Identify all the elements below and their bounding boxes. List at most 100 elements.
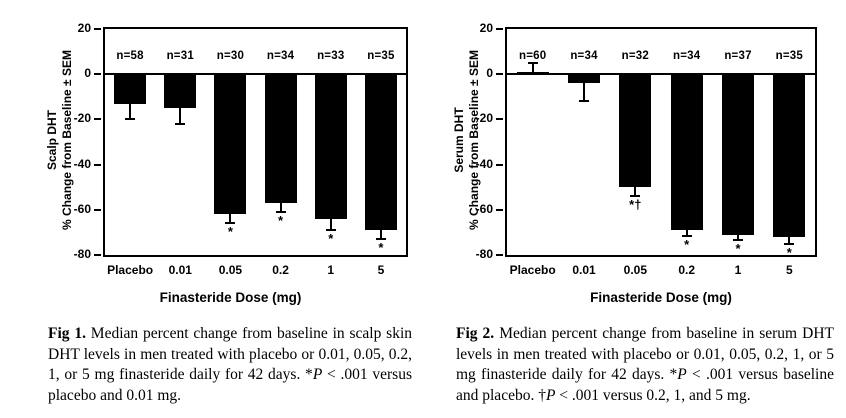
x-category-label: 0.2 — [678, 263, 695, 277]
bar-placebo — [516, 71, 549, 75]
y-tick-mark — [94, 28, 101, 30]
significance-mark: *† — [629, 197, 642, 213]
y-tick-label: -40 — [73, 156, 91, 171]
zero-baseline — [507, 73, 815, 76]
error-bar-cap — [325, 229, 336, 232]
fig2-y-axis-label-line2: % Change from Baseline ± SEM — [467, 50, 481, 230]
bar-1 — [722, 74, 754, 235]
error-bar-cap — [175, 122, 186, 125]
bar-0.05 — [619, 74, 652, 188]
error-bar-cap — [225, 222, 236, 225]
x-category-label: Placebo — [509, 263, 556, 277]
fig2-caption: Fig 2. Median percent change from baseli… — [456, 324, 834, 406]
bar-5 — [773, 74, 806, 237]
fig1-y-axis-label-line2: % Change from Baseline ± SEM — [60, 50, 74, 230]
y-tick-mark — [94, 208, 101, 211]
figure-2-panel: Serum DHT % Change from Baseline ± SEM 2… — [423, 0, 846, 418]
y-tick-label: -20 — [475, 111, 493, 126]
y-tick-label: -60 — [475, 201, 493, 216]
significance-mark: * — [786, 244, 792, 260]
fig2-plot-area: 20 0 -20 -40 -60 -80 n=60 Placebo n=34 0.01 n=32 *†… — [476, 21, 817, 277]
y-tick-mark — [496, 73, 503, 76]
y-tick-label: -60 — [73, 201, 91, 216]
significance-mark: * — [227, 224, 233, 240]
x-category-label: 5 — [377, 263, 385, 277]
error-bar — [583, 83, 585, 102]
y-tick-mark — [496, 118, 503, 121]
bar-0.01 — [568, 74, 600, 84]
n-count-label: n=34 — [672, 50, 701, 63]
bar-1 — [314, 74, 347, 219]
x-category-label: 0.05 — [623, 263, 647, 277]
fig1-plot-area: 20 0 -20 -40 -60 -80 n=58 Placebo n=31 0.01 n=30 * 0… — [74, 21, 408, 277]
error-bar-cap — [375, 238, 386, 241]
significance-mark: * — [328, 231, 334, 247]
significance-mark: * — [684, 236, 690, 252]
bar-5 — [364, 74, 397, 231]
error-bar — [737, 234, 739, 241]
figure-1-panel: Scalp DHT % Change from Baseline ± SEM 2… — [45, 21, 412, 406]
n-count-label: n=35 — [775, 50, 803, 63]
bar-0.2 — [670, 74, 703, 231]
bar-0.01 — [164, 74, 197, 109]
y-tick-label: -80 — [73, 247, 91, 261]
error-bar — [329, 218, 332, 231]
bar-placebo — [114, 74, 147, 104]
n-count-label: n=30 — [216, 50, 245, 63]
error-bar — [379, 230, 382, 240]
n-count-label: n=34 — [570, 50, 598, 63]
error-bar-cap — [630, 195, 641, 198]
n-count-label: n=31 — [166, 50, 194, 63]
n-count-label: n=37 — [724, 50, 752, 63]
fig1-caption: Fig 1. Median percent change from baseli… — [48, 324, 412, 406]
fig2-y-axis-label-line1: Serum DHT — [452, 107, 466, 173]
fig1-caption-text: Median percent change from baseline in s… — [48, 325, 412, 404]
fig1-y-axis-label-line1: Scalp DHT — [45, 110, 59, 171]
error-bar — [229, 214, 232, 224]
error-bar-cap — [579, 100, 589, 103]
x-category-label: Placebo — [107, 263, 154, 277]
x-category-label: 5 — [785, 263, 793, 277]
error-bar-cap — [275, 211, 286, 214]
y-tick-label: 20 — [77, 21, 91, 35]
n-count-label: n=34 — [266, 50, 295, 63]
x-category-label: 1 — [734, 263, 742, 277]
error-bar — [279, 203, 282, 213]
error-bar-cap — [681, 234, 692, 237]
y-tick-label: -20 — [73, 111, 91, 126]
y-tick-mark — [496, 163, 503, 166]
error-bar — [531, 62, 534, 72]
y-tick-label: -40 — [475, 156, 493, 171]
error-bar — [179, 108, 182, 124]
y-tick-label: 20 — [479, 21, 493, 35]
y-tick-label: 0 — [84, 66, 91, 81]
x-category-label: 0.01 — [168, 263, 192, 277]
bar-0.05 — [214, 74, 247, 215]
error-bar — [788, 236, 791, 244]
significance-mark: * — [735, 241, 741, 257]
n-count-label: n=32 — [621, 50, 649, 63]
fig1-x-axis-title: Finasteride Dose (mg) — [159, 290, 302, 305]
error-bar — [129, 103, 132, 120]
n-count-label: n=58 — [116, 50, 144, 63]
error-bar-cap — [125, 118, 136, 121]
bar-0.2 — [264, 74, 297, 203]
x-category-label: 0.2 — [272, 263, 289, 277]
fig2-caption-text: Median percent change from baseline in s… — [456, 325, 834, 404]
error-bar — [634, 187, 637, 197]
y-tick-label: 0 — [486, 66, 493, 81]
fig2-caption-label: Fig 2. — [456, 325, 495, 342]
y-tick-mark — [496, 254, 503, 256]
n-count-label: n=60 — [519, 50, 547, 63]
y-tick-mark — [94, 254, 101, 256]
n-count-label: n=35 — [367, 50, 395, 63]
y-tick-mark — [94, 118, 101, 121]
error-bar-cap — [784, 242, 795, 245]
error-bar-cap — [733, 239, 743, 242]
significance-mark: * — [378, 240, 384, 256]
y-tick-mark — [94, 73, 101, 76]
x-category-label: 0.05 — [218, 263, 243, 277]
zero-baseline — [105, 73, 406, 76]
y-tick-label: -80 — [475, 247, 493, 261]
